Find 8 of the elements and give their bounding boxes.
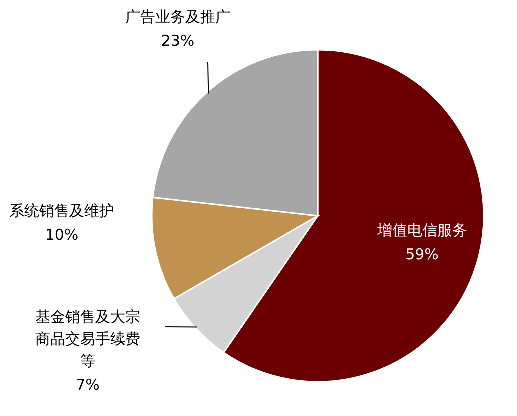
slice-label: 系统销售及维护: [10, 202, 114, 220]
slice-label: 基金销售及大宗商品交易手续费等: [36, 308, 140, 370]
data-label: 10%: [45, 226, 79, 244]
data-label: 23%: [161, 32, 195, 50]
slice-label: 广告业务及推广: [126, 8, 230, 26]
data-label: 59%: [406, 246, 439, 264]
slice-label: 增值电信服务: [376, 222, 468, 240]
data-label: 7%: [76, 376, 100, 394]
